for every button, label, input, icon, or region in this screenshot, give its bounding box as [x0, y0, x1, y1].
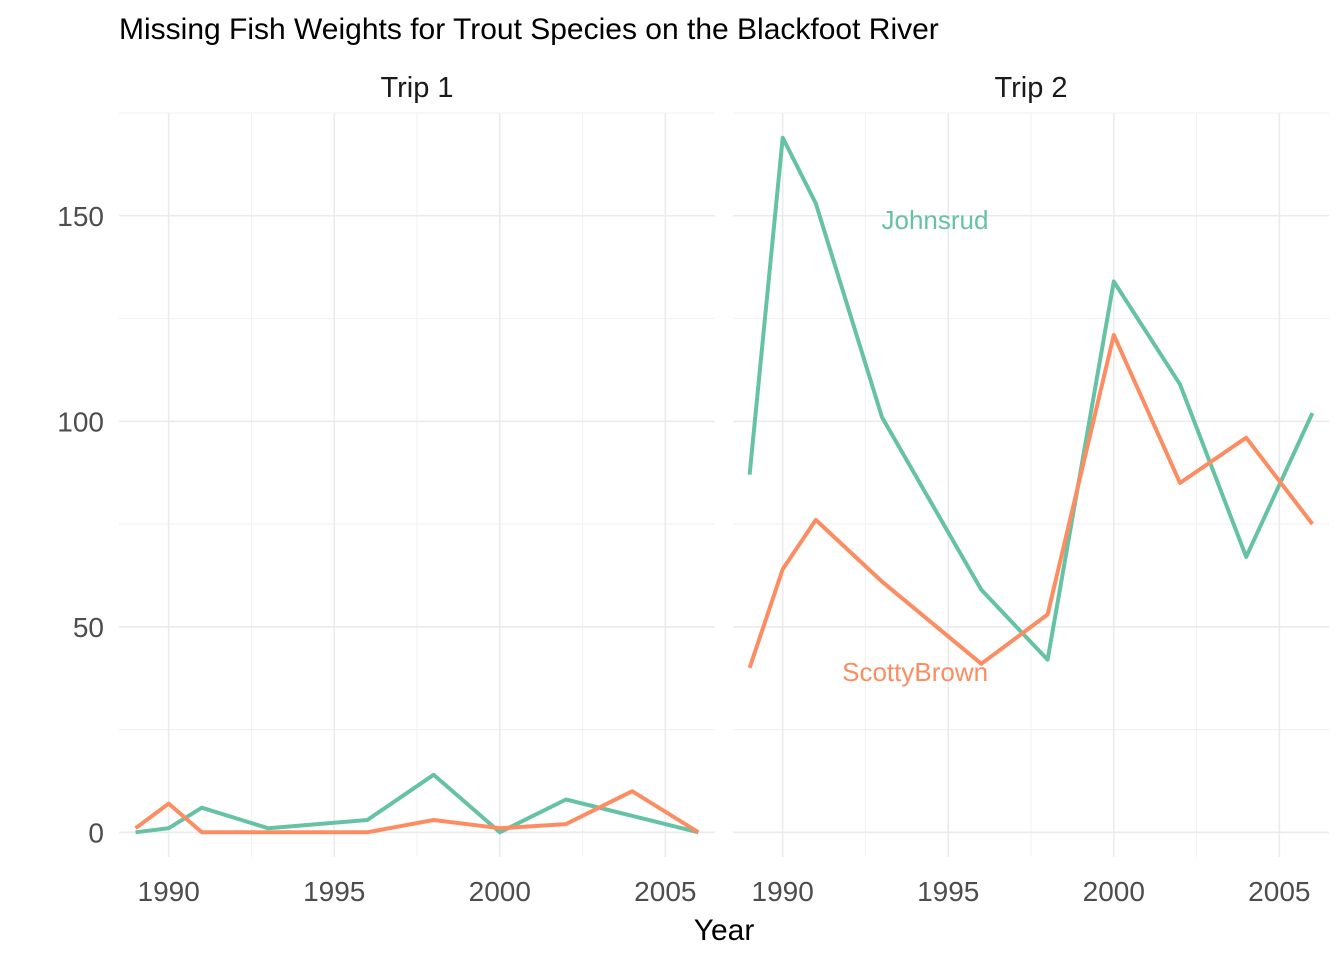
x-tick-label: 2005 — [1248, 876, 1310, 907]
x-tick-label: 2000 — [469, 876, 531, 907]
chart-panels: Trip 1 1990 1995 2000 2005 0 50 100 150 Trip 2 199… — [57, 72, 1329, 907]
x-tick-label: 2005 — [634, 876, 696, 907]
y-tick-label: 0 — [88, 817, 104, 848]
panel-1: Trip 1 1990 1995 2000 2005 0 50 100 150 — [57, 72, 715, 907]
series-line-johnsrud — [135, 772, 699, 835]
annotation-johnsrud: Johnsrud — [881, 205, 988, 235]
x-axis-title: Year — [694, 914, 755, 947]
x-tick-label: 1990 — [138, 876, 200, 907]
facet-label-2: Trip 2 — [994, 72, 1067, 104]
annotation-scottybrown: ScottyBrown — [842, 657, 988, 687]
series-line-scottybrown — [134, 789, 700, 835]
facet-label-1: Trip 1 — [380, 72, 453, 104]
series-line-scottybrown — [747, 333, 1314, 669]
panel-2: Trip 2 1990 1995 2000 2005 Johnsrud ScottyBrow… — [733, 72, 1329, 907]
y-tick-label: 50 — [73, 612, 104, 643]
x-tick-label: 2000 — [1083, 876, 1145, 907]
x-tick-label: 1990 — [752, 876, 814, 907]
x-tick-label: 1995 — [917, 876, 979, 907]
y-tick-label: 100 — [57, 406, 104, 437]
y-tick-label: 150 — [57, 201, 104, 232]
x-tick-label: 1995 — [303, 876, 365, 907]
series-line-johnsrud — [747, 135, 1315, 662]
chart-title: Missing Fish Weights for Trout Species o… — [119, 13, 939, 46]
